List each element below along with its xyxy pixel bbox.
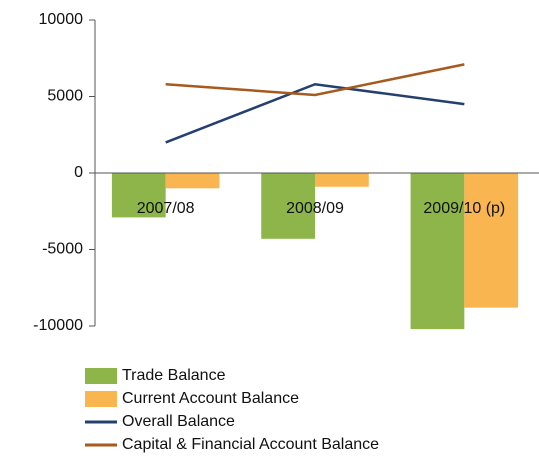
legend-swatch (85, 391, 117, 407)
legend-label: Trade Balance (122, 367, 226, 384)
y-tick-label: -10000 (33, 317, 83, 334)
bar (261, 173, 315, 239)
x-tick-label: 2007/08 (137, 200, 195, 217)
legend-label: Current Account Balance (122, 390, 299, 407)
line-series (165, 82, 465, 144)
y-tick-label: 5000 (47, 88, 83, 105)
bar (315, 173, 369, 187)
x-tick-label: 2008/09 (286, 200, 344, 217)
y-tick-label: 0 (74, 164, 83, 181)
legend-swatch (85, 368, 117, 384)
legend-label: Capital & Financial Account Balance (122, 436, 379, 453)
legend-label: Overall Balance (122, 413, 235, 430)
bar (464, 173, 519, 308)
x-tick-label: 2009/10 (p) (423, 200, 505, 217)
bar (111, 173, 166, 218)
line-series (165, 63, 465, 97)
y-tick-label: 10000 (39, 11, 84, 28)
bar (165, 173, 220, 189)
y-tick-label: -5000 (42, 241, 83, 258)
bar (410, 173, 465, 330)
